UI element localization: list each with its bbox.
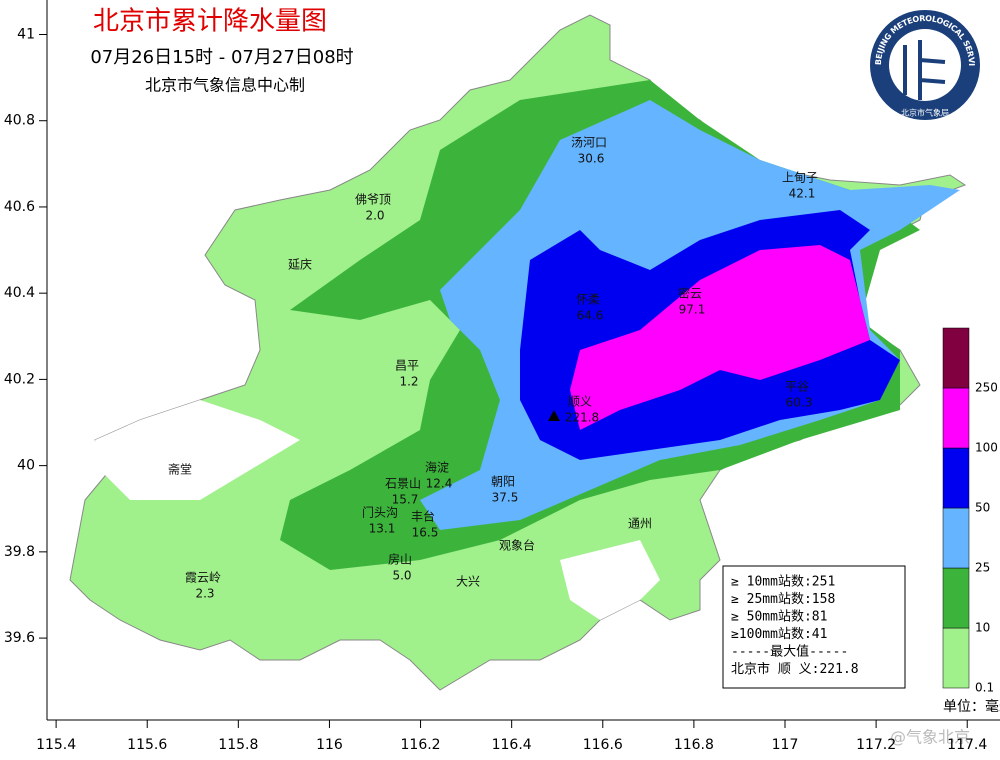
- x-tick-label: 116.8: [674, 737, 714, 753]
- scale-segment: [942, 387, 970, 449]
- logo-name: 北京市气象局: [901, 108, 949, 118]
- stats-line: 北京市 顺 义:221.8: [731, 661, 859, 677]
- place-name: 大兴: [456, 575, 480, 589]
- x-tick-label: 116.6: [583, 737, 623, 753]
- x-tick-label: 116.4: [492, 737, 532, 753]
- producer: 北京市气象信息中心制: [145, 76, 305, 95]
- stats-line: ≥ 50mm站数:81: [731, 610, 827, 625]
- station-name: 霞云岭: [185, 571, 221, 585]
- station-name: 怀柔: [576, 293, 600, 307]
- y-tick-label: 40.6: [4, 199, 35, 215]
- place-name: 观象台: [499, 538, 535, 553]
- unit: 单位：毫米: [943, 698, 1000, 715]
- station-value: 16.5: [412, 526, 439, 540]
- scale-label: 25: [975, 561, 990, 575]
- stats-line: -----最大值-----: [731, 644, 848, 660]
- x-tick-label: 116.2: [401, 737, 441, 753]
- station-name: 汤河口: [571, 136, 607, 150]
- region-magenta: [570, 245, 870, 430]
- x-tick-label: 116: [316, 737, 343, 753]
- station-value: 42.1: [789, 187, 816, 201]
- station-value: 13.1: [369, 522, 396, 536]
- station-name: 朝阳: [491, 475, 515, 489]
- x-tick-label: 115.8: [218, 737, 258, 753]
- y-tick-label: 40: [17, 458, 35, 474]
- station-value: 12.4: [426, 477, 453, 491]
- station-name: 上甸子: [782, 171, 818, 185]
- station-name: 门头沟: [362, 505, 398, 520]
- logo-glyph: [903, 40, 946, 100]
- stats-line: ≥ 25mm站数:158: [731, 592, 835, 607]
- scale-segment: [942, 507, 970, 569]
- stats-line: ≥ 10mm站数:251: [731, 575, 835, 590]
- station-name: 昌平: [395, 359, 419, 373]
- station-name: 佛爷顶: [355, 193, 391, 207]
- y-tick-label: 40.8: [4, 113, 35, 129]
- x-tick-label: 117: [772, 737, 799, 753]
- station-value: 97.1: [679, 303, 706, 317]
- scale-label: 10: [975, 621, 990, 635]
- scale-label: 0.1: [975, 681, 994, 695]
- scale-segment: [942, 567, 970, 629]
- region-shapes: [69, 14, 967, 691]
- station-value: 2.0: [365, 209, 384, 223]
- station-value: 1.2: [399, 375, 418, 389]
- station-name: 房山: [388, 552, 412, 567]
- station-value: 5.0: [392, 569, 411, 583]
- station-value: 2.3: [195, 587, 214, 601]
- station-value: 60.3: [786, 396, 813, 410]
- station-value: 64.6: [577, 309, 604, 323]
- map-title: 北京市累计降水量图: [93, 7, 327, 37]
- place-name: 通州: [628, 517, 652, 531]
- stats-line: ≥100mm站数:41: [731, 627, 827, 642]
- region-white: [560, 540, 660, 620]
- station-value: 37.5: [492, 491, 519, 505]
- x-tick-label: 115.6: [127, 737, 167, 753]
- scale-label: 250: [975, 381, 998, 395]
- period: 07月26日15时 - 07月27日08时: [90, 47, 353, 68]
- station-marker: [548, 410, 560, 421]
- station-name: 密云: [678, 286, 702, 301]
- station-value: 30.6: [578, 152, 605, 166]
- scale-label: 50: [975, 501, 990, 515]
- place-name: 延庆: [288, 258, 312, 272]
- scale-segment: [942, 447, 970, 509]
- scale-segment: [942, 627, 970, 689]
- y-tick-label: 39.8: [4, 544, 35, 560]
- x-tick-label: 117.2: [856, 737, 896, 753]
- region-white: [95, 400, 300, 500]
- place-name: 斋堂: [168, 462, 192, 477]
- station-name: 丰台: [411, 509, 435, 524]
- y-tick-label: 41: [17, 26, 35, 42]
- x-tick-label: 117.4: [947, 737, 987, 753]
- station-value: 15.7: [392, 493, 419, 507]
- station-name: 顺义: [568, 395, 592, 409]
- y-tick-label: 40.4: [4, 285, 35, 301]
- station-name: 石景山: [385, 477, 421, 491]
- station-name: 海淀: [425, 460, 449, 475]
- station-name: 平谷: [785, 380, 809, 394]
- x-tick-label: 115.4: [36, 737, 76, 753]
- logo-inner: [889, 29, 961, 101]
- stats-box: [722, 565, 906, 689]
- y-tick-label: 39.6: [4, 630, 35, 646]
- y-tick-label: 40.2: [4, 371, 35, 387]
- scale-label: 100: [975, 441, 998, 455]
- station-value: 221.8: [565, 411, 599, 425]
- watermark: @气象北京: [890, 728, 970, 747]
- scale-segment: [942, 327, 970, 389]
